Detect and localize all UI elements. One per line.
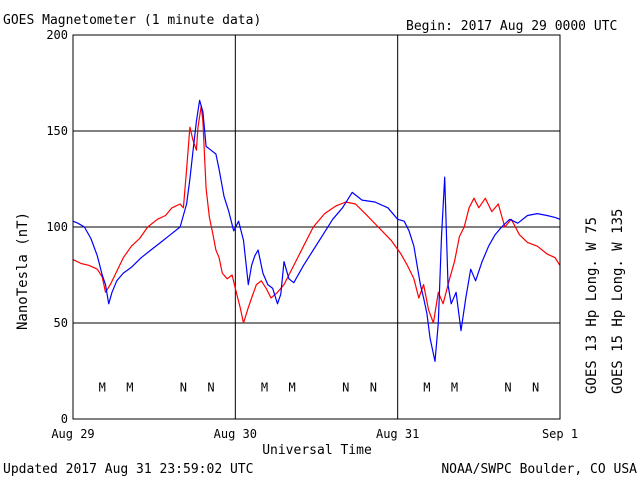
marker-label: N xyxy=(532,380,539,394)
y-tick-label: 200 xyxy=(46,28,68,42)
x-tick-label: Aug 31 xyxy=(376,427,419,441)
x-axis-label: Universal Time xyxy=(262,443,372,458)
x-tick-label: Sep 1 xyxy=(542,427,578,441)
marker-label: M xyxy=(423,380,430,394)
marker-label: N xyxy=(504,380,511,394)
y-tick-label: 0 xyxy=(61,412,68,426)
series-line-0 xyxy=(72,105,561,324)
y-tick-label: 150 xyxy=(46,124,68,138)
y-tick-label: 100 xyxy=(46,220,68,234)
legend-goes13: GOES 13 Hp Long. W 75 xyxy=(584,217,600,394)
y-tick-label: 50 xyxy=(54,316,68,330)
series-lines xyxy=(72,99,561,362)
marker-label: M xyxy=(261,380,268,394)
series-line-1 xyxy=(72,99,561,362)
marker-label: M xyxy=(289,380,296,394)
marker-label: M xyxy=(99,380,106,394)
legend-goes15: GOES 15 Hp Long. W 135 xyxy=(610,209,626,394)
marker-label: N xyxy=(180,380,187,394)
plot-frame xyxy=(72,34,561,420)
marker-label: M xyxy=(451,380,458,394)
axis-ticks: 0 50 100 150 200 Aug 29 Aug 30 Aug 31 Sep 1 xyxy=(46,28,578,441)
chart-title: GOES Magnetometer (1 minute data) xyxy=(3,13,261,28)
marker-label: N xyxy=(342,380,349,394)
updated-label: Updated 2017 Aug 31 23:59:02 UTC xyxy=(3,462,253,477)
x-tick-label: Aug 30 xyxy=(214,427,257,441)
marker-label: M xyxy=(126,380,133,394)
y-axis-label: NanoTesla (nT) xyxy=(15,212,31,330)
begin-label: Begin: 2017 Aug 29 0000 UTC xyxy=(406,19,617,34)
source-label: NOAA/SWPC Boulder, CO USA xyxy=(441,462,637,477)
x-tick-label: Aug 29 xyxy=(51,427,94,441)
grid xyxy=(72,34,561,420)
marker-label: N xyxy=(207,380,214,394)
marker-label: N xyxy=(370,380,377,394)
